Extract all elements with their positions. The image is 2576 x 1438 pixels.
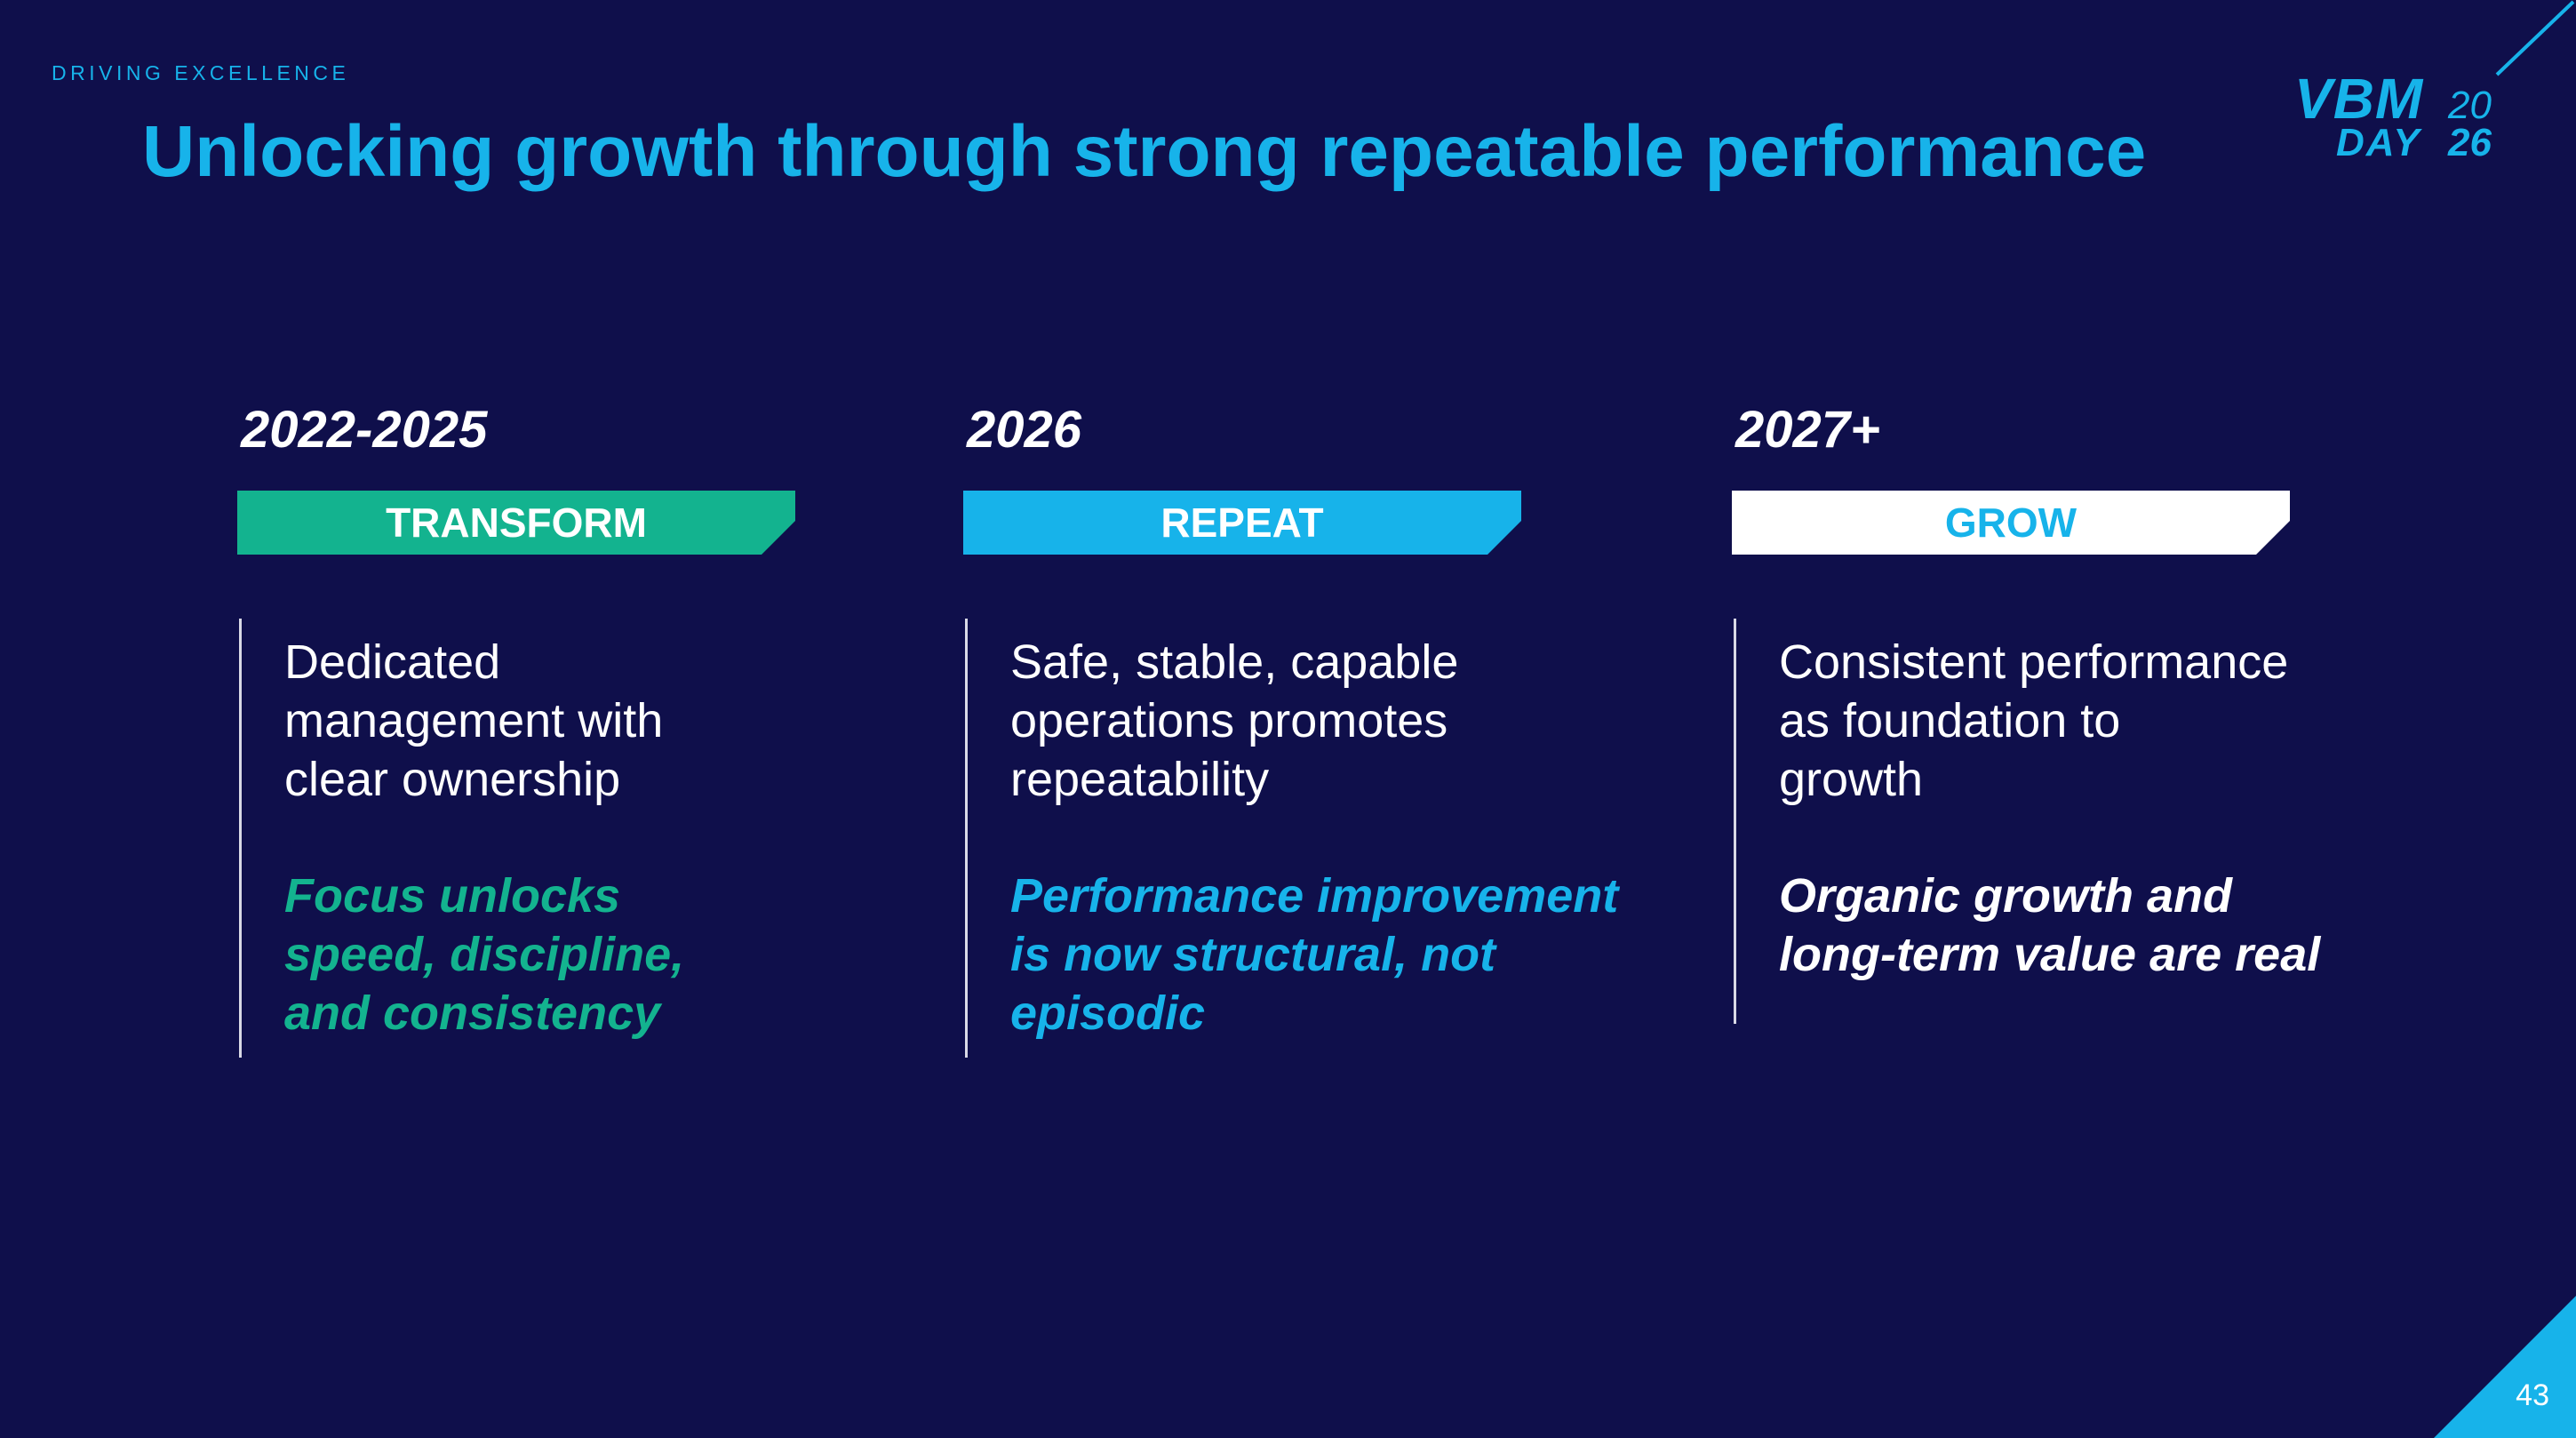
phase-banner: TRANSFORM — [237, 491, 795, 555]
description-line: growth — [1779, 753, 1924, 806]
column-year: 2022-2025 — [241, 401, 488, 459]
emphasis-line: and consistency — [284, 987, 661, 1040]
column-divider — [1734, 619, 1736, 1024]
page-title: Unlocking growth through strong repeatab… — [142, 111, 2147, 192]
emphasis-line: Organic growth and — [1779, 869, 2233, 923]
logo-year-bottom: 26 — [2448, 121, 2492, 164]
description-line: Consistent performance — [1779, 635, 2289, 689]
column-emphasis: Focus unlocks speed, discipline, and con… — [284, 867, 906, 1043]
phase-label: TRANSFORM — [386, 499, 647, 546]
emphasis-line: Focus unlocks — [284, 869, 621, 923]
column-emphasis: Organic growth and long-term value are r… — [1779, 867, 2401, 984]
emphasis-line: Performance improvement — [1010, 869, 1619, 923]
column-description: Consistent performance as foundation to … — [1779, 633, 2401, 809]
phase-banner: GROW — [1732, 491, 2290, 555]
description-line: clear ownership — [284, 753, 621, 806]
column-divider — [965, 619, 968, 1058]
column-description: Dedicated management with clear ownershi… — [284, 633, 906, 809]
column-emphasis: Performance improvement is now structura… — [1010, 867, 1632, 1043]
description-line: as foundation to — [1779, 694, 2121, 747]
phase-banner-shape — [963, 491, 1521, 555]
phase-banner: REPEAT — [963, 491, 1521, 555]
phase-banner-shape — [1732, 491, 2290, 555]
description-line: management with — [284, 694, 664, 747]
phase-label: REPEAT — [1160, 499, 1324, 546]
emphasis-line: is now structural, not — [1010, 928, 1496, 981]
column-description: Safe, stable, capable operations promote… — [1010, 633, 1632, 809]
column-year: 2026 — [967, 401, 1082, 459]
logo-year-top: 20 — [2448, 84, 2492, 127]
emphasis-line: long-term value are real — [1779, 928, 2321, 981]
corner-accent-triangle — [2434, 1296, 2576, 1438]
page-number: 43 — [2516, 1378, 2549, 1412]
column-year: 2027+ — [1735, 401, 1880, 459]
column-divider — [239, 619, 242, 1058]
phase-label: GROW — [1944, 499, 2078, 546]
description-line: Safe, stable, capable — [1010, 635, 1459, 689]
description-line: repeatability — [1010, 753, 1270, 806]
emphasis-line: speed, discipline, — [284, 928, 685, 981]
emphasis-line: episodic — [1010, 987, 1206, 1040]
description-line: Dedicated — [284, 635, 501, 689]
logo-vbm-text: VBM — [2294, 67, 2424, 131]
vbm-day-logo: VBM 20 DAY 26 — [2288, 66, 2501, 172]
logo-day-text: DAY — [2336, 121, 2421, 164]
corner-accent-line — [2495, 0, 2575, 76]
phase-banner-shape — [237, 491, 795, 555]
eyebrow-label: DRIVING EXCELLENCE — [52, 61, 350, 84]
description-line: operations promotes — [1010, 694, 1448, 747]
